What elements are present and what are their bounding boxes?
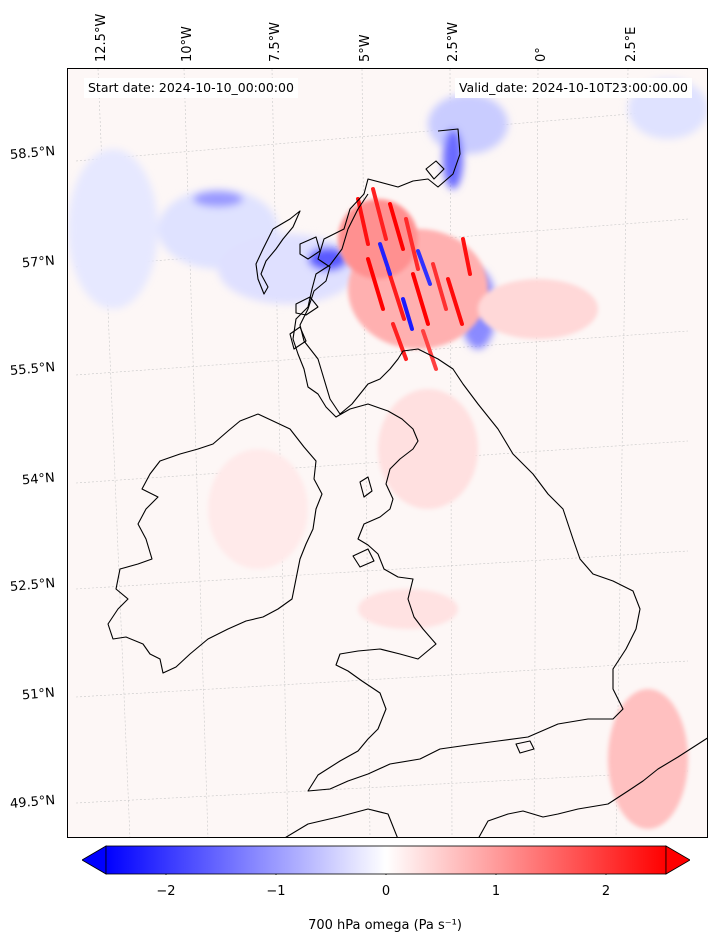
colorbar-extend-max bbox=[665, 845, 690, 875]
lat-label-52-5n: 52.5°N bbox=[9, 576, 56, 595]
mull-coastline bbox=[295, 296, 319, 316]
anglesey-coastline bbox=[352, 548, 375, 568]
hebrides-coastline bbox=[255, 210, 301, 295]
convective-streaks bbox=[356, 187, 472, 371]
lon-label-10w: 10°W bbox=[180, 26, 195, 62]
brittany-coastline bbox=[285, 808, 398, 837]
colorbar-tick-2: 2 bbox=[601, 884, 611, 899]
isle-of-man-coastline bbox=[359, 476, 373, 498]
isle-of-wight-coastline bbox=[515, 740, 535, 754]
colorbar bbox=[82, 845, 690, 875]
france-coastline bbox=[478, 737, 707, 837]
lat-label-51n: 51°N bbox=[21, 685, 56, 704]
omega-field-map bbox=[68, 69, 707, 837]
map-panel bbox=[67, 68, 708, 838]
lon-label-2-5w: 2.5°W bbox=[446, 21, 461, 62]
valid-date-label: Valid_date: 2024-10-10T23:00:00.00 bbox=[454, 78, 692, 98]
colorbar-label: 700 hPa omega (Pa s⁻¹) bbox=[308, 918, 462, 933]
lat-label-54n: 54°N bbox=[21, 470, 56, 489]
skye-coastline bbox=[299, 236, 321, 260]
islay-coastline bbox=[289, 326, 307, 350]
negative-omega-patches bbox=[68, 79, 707, 349]
orkney-coastline bbox=[425, 160, 445, 180]
colorbar-tick-1: 1 bbox=[491, 884, 501, 899]
lon-label-2-5e: 2.5°E bbox=[624, 26, 639, 62]
colorbar-tick-minus-1: −1 bbox=[266, 884, 286, 899]
colorbar-gradient bbox=[105, 845, 667, 875]
colorbar-extend-min bbox=[82, 845, 107, 875]
lon-label-12-5w: 12.5°W bbox=[94, 13, 109, 62]
coastlines bbox=[107, 128, 707, 837]
lon-label-5w: 5°W bbox=[358, 34, 373, 62]
lon-label-0: 0° bbox=[534, 47, 549, 62]
colorbar-tick-minus-2: −2 bbox=[156, 884, 176, 899]
lat-label-58-5n: 58.5°N bbox=[9, 144, 56, 163]
lat-label-55-5n: 55.5°N bbox=[9, 360, 56, 379]
ireland-coastline bbox=[107, 413, 323, 674]
lon-label-7-5w: 7.5°W bbox=[268, 21, 283, 62]
lat-label-57n: 57°N bbox=[21, 253, 56, 272]
colorbar-tick-0: 0 bbox=[381, 884, 391, 899]
start-date-label: Start date: 2024-10-10_00:00:00 bbox=[84, 78, 298, 98]
great-britain-coastline bbox=[292, 128, 641, 792]
lat-label-49-5n: 49.5°N bbox=[9, 793, 56, 812]
